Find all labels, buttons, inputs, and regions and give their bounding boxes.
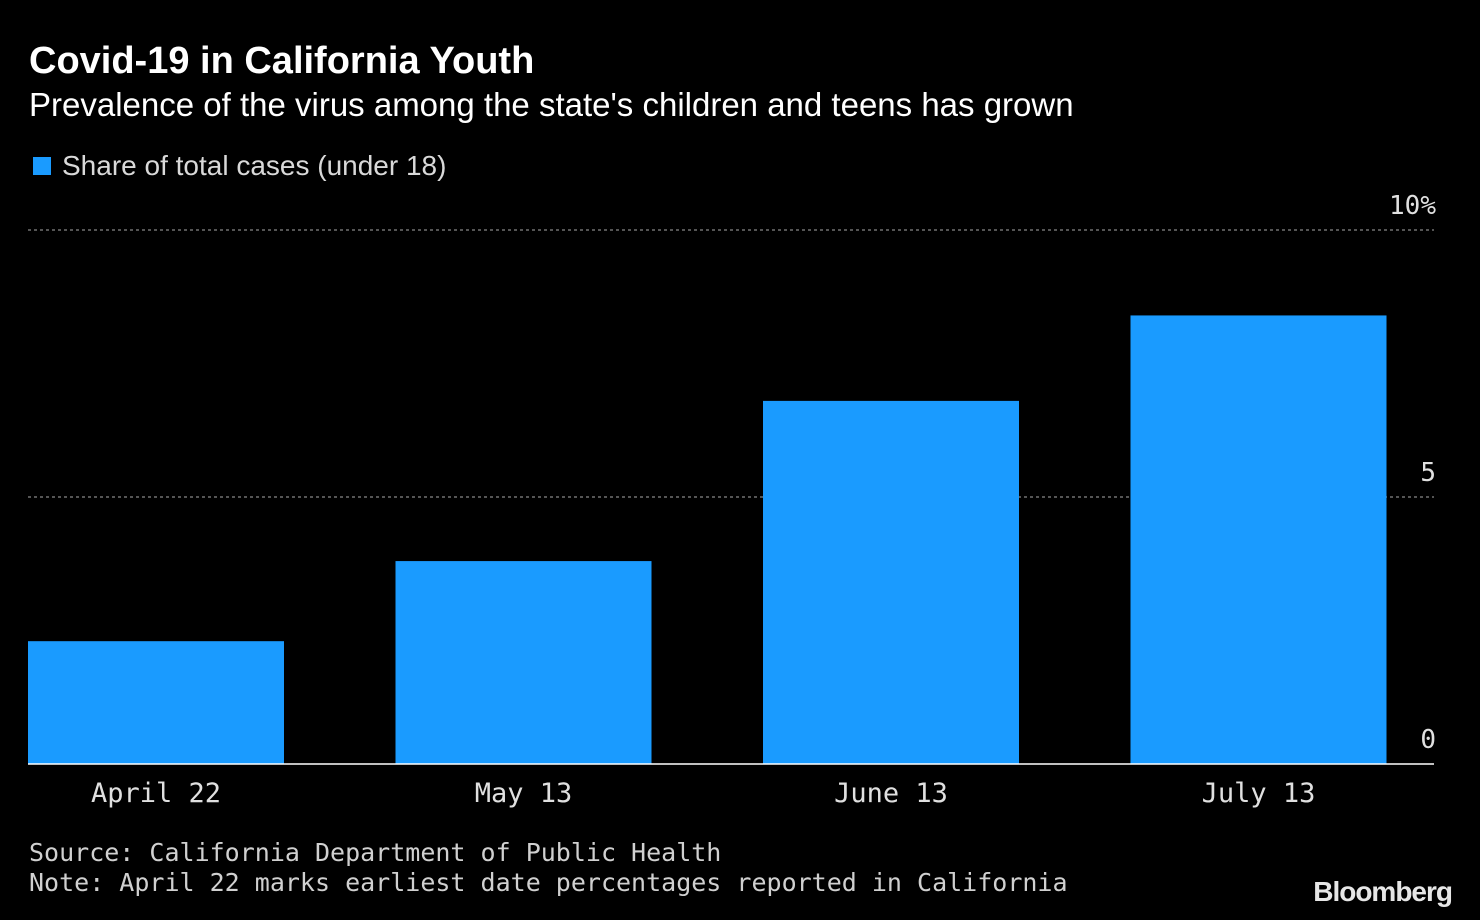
legend-label: Share of total cases (under 18) bbox=[62, 150, 447, 181]
bloomberg-logo: Bloomberg bbox=[1313, 876, 1453, 907]
y-tick-label: 5 bbox=[1420, 458, 1436, 488]
x-tick-label: May 13 bbox=[475, 778, 573, 809]
y-tick-label: 10% bbox=[1389, 191, 1436, 221]
legend: Share of total cases (under 18) bbox=[33, 150, 446, 182]
x-tick-label: April 22 bbox=[91, 778, 221, 809]
y-tick-label: 0 bbox=[1420, 725, 1436, 755]
x-tick-label: June 13 bbox=[834, 778, 948, 809]
bar bbox=[395, 561, 652, 764]
chart-title: Covid-19 in California Youth bbox=[29, 40, 535, 82]
footnote: Note: April 22 marks earliest date perce… bbox=[29, 868, 1068, 897]
bar bbox=[28, 641, 284, 764]
legend-swatch bbox=[33, 157, 51, 175]
chart-subtitle: Prevalence of the virus among the state'… bbox=[29, 86, 1074, 123]
x-tick-label: July 13 bbox=[1202, 778, 1316, 809]
bar bbox=[763, 400, 1019, 764]
bar bbox=[1130, 315, 1387, 764]
source-note: Source: California Department of Public … bbox=[29, 838, 722, 867]
